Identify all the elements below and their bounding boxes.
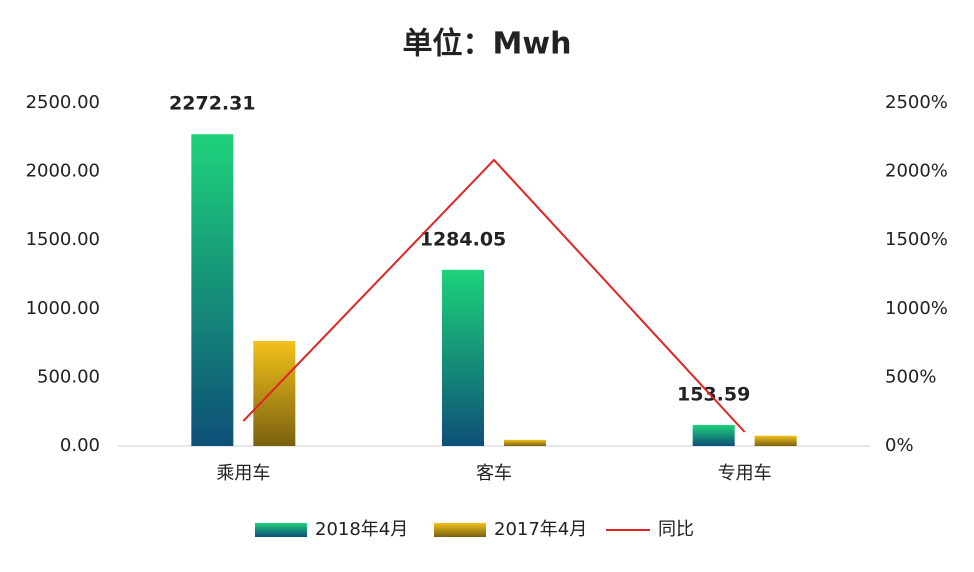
- y2-tick-label: 2000%: [885, 161, 948, 182]
- y2-tick-label: 0%: [885, 435, 914, 456]
- legend-label: 同比: [658, 519, 694, 540]
- data-label: 1284.05: [420, 228, 507, 250]
- y2-tick-label: 2500%: [885, 92, 948, 113]
- y-tick-label: 2500.00: [26, 92, 100, 113]
- bar: [442, 269, 484, 446]
- legend-label: 2018年4月: [315, 519, 408, 540]
- chart-title: 单位：Mwh: [403, 27, 572, 62]
- y-tick-label: 1500.00: [26, 229, 100, 250]
- x-tick-label: 专用车: [718, 463, 772, 484]
- y-tick-label: 2000.00: [26, 161, 100, 182]
- legend-swatch: [434, 523, 486, 537]
- bar: [504, 439, 546, 446]
- x-tick-label: 乘用车: [216, 463, 270, 484]
- bar: [692, 424, 735, 446]
- data-label: 2272.31: [169, 93, 256, 115]
- bar: [253, 341, 296, 446]
- bar: [754, 435, 797, 446]
- x-tick-label: 客车: [476, 463, 512, 484]
- bar: [191, 134, 234, 446]
- y-tick-label: 1000.00: [26, 298, 100, 319]
- y2-tick-label: 500%: [885, 366, 936, 387]
- line: [242, 158, 746, 433]
- y2-tick-label: 1000%: [885, 298, 948, 319]
- y2-tick-label: 1500%: [885, 229, 948, 250]
- legend-label: 2017年4月: [494, 519, 587, 540]
- y-tick-label: 500.00: [37, 366, 100, 387]
- legend-swatch: [255, 523, 307, 537]
- data-label: 153.59: [677, 383, 750, 405]
- y-tick-label: 0.00: [60, 435, 100, 456]
